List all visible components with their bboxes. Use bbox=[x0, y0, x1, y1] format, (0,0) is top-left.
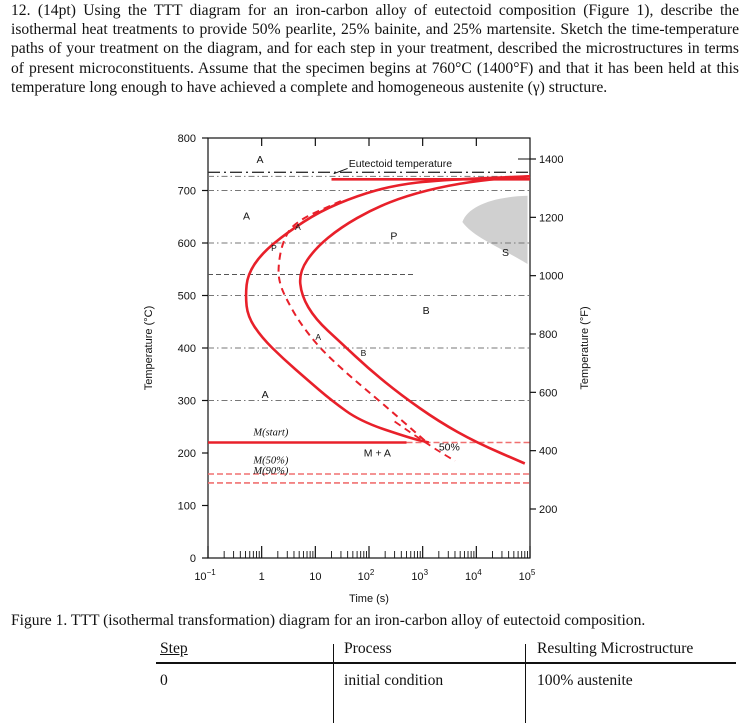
table-divider-2-top bbox=[525, 644, 527, 660]
label-a-low: A bbox=[262, 389, 269, 401]
y-tick-label: 0 bbox=[190, 553, 196, 565]
y-tick-label: 500 bbox=[178, 291, 196, 303]
table-header-process: Process bbox=[344, 640, 392, 657]
y-tick-label: 800 bbox=[178, 133, 196, 145]
x-tick-label: 103 bbox=[411, 568, 428, 583]
figure-caption: Figure 1. TTT (isothermal transformation… bbox=[11, 612, 646, 629]
y-tick-label: 400 bbox=[178, 343, 196, 355]
y-tick-label: 300 bbox=[178, 396, 196, 408]
label-mstart: M(start) bbox=[252, 428, 288, 439]
y-tick-label: 100 bbox=[178, 501, 196, 513]
y-axis-label: Temperature (°C) bbox=[143, 306, 155, 390]
label-m-plus-a: M + A bbox=[364, 448, 391, 460]
x-tick-label: 104 bbox=[465, 568, 482, 583]
fifty-percent-lower bbox=[394, 420, 456, 462]
table-header-rule bbox=[156, 662, 736, 664]
label-fifty: 50% bbox=[439, 441, 460, 453]
x-tick-label: 102 bbox=[358, 568, 375, 583]
transformation-start-curve bbox=[244, 175, 531, 444]
question-text: 12. (14pt) Using the TTT diagram for an … bbox=[11, 2, 739, 96]
x-tick-label: 105 bbox=[519, 568, 536, 583]
y2-tick-label: 1000 bbox=[539, 271, 563, 283]
label-b-bainite: B bbox=[361, 348, 367, 358]
x-axis-label: Time (s) bbox=[349, 593, 389, 605]
label-p: P bbox=[271, 243, 277, 253]
table-row-0-microstructure: 100% austenite bbox=[537, 672, 633, 689]
table-row-0-process: initial condition bbox=[344, 672, 444, 689]
y-tick-label: 700 bbox=[178, 186, 196, 198]
x-tick-label: 10−1 bbox=[194, 568, 216, 583]
table-divider-2 bbox=[525, 660, 527, 723]
table-row-0-step: 0 bbox=[160, 672, 168, 689]
y2-tick-label: 400 bbox=[539, 446, 557, 458]
x-tick-label: 10 bbox=[309, 571, 321, 583]
table-divider-1-top bbox=[333, 644, 335, 660]
eutectoid-leader bbox=[333, 167, 348, 175]
y2-tick-label: 1400 bbox=[539, 154, 563, 166]
label-a-bainite: A bbox=[315, 332, 321, 342]
gray-region bbox=[462, 195, 528, 264]
y2-tick-label: 800 bbox=[539, 329, 557, 341]
label-m50: M(50%) bbox=[252, 456, 288, 467]
ttt-diagram: A A A P P B A B S A M(start) M(50%)M(90%) M + A 50% Eu… bbox=[143, 133, 591, 605]
y-tick-label: 200 bbox=[178, 448, 196, 460]
label-p-nose: P bbox=[390, 230, 397, 242]
y2-tick-label: 200 bbox=[539, 504, 557, 516]
y2-tick-label: 1200 bbox=[539, 212, 563, 224]
label-s: S bbox=[502, 247, 509, 259]
fifty-percent-curve bbox=[277, 200, 428, 444]
y2-tick-label: 600 bbox=[539, 387, 557, 399]
label-a-left: A bbox=[243, 210, 250, 222]
transformation-end-curve bbox=[298, 175, 531, 465]
label-m90: M(90%) bbox=[252, 466, 288, 477]
label-a-top: A bbox=[256, 154, 263, 166]
x-tick-label: 1 bbox=[259, 571, 265, 583]
y2-axis-label: Temperature (°F) bbox=[579, 306, 591, 389]
label-a-pearlite: A bbox=[295, 222, 301, 232]
table-divider-1 bbox=[333, 660, 335, 723]
label-eutectoid: Eutectoid temperature bbox=[349, 158, 452, 170]
y-tick-label: 600 bbox=[178, 238, 196, 250]
table-header-step: Step bbox=[160, 640, 188, 657]
treatment-table: Step Process Resulting Microstructure 0 … bbox=[0, 640, 748, 723]
label-b: B bbox=[423, 305, 430, 317]
table-header-microstructure: Resulting Microstructure bbox=[537, 640, 694, 657]
